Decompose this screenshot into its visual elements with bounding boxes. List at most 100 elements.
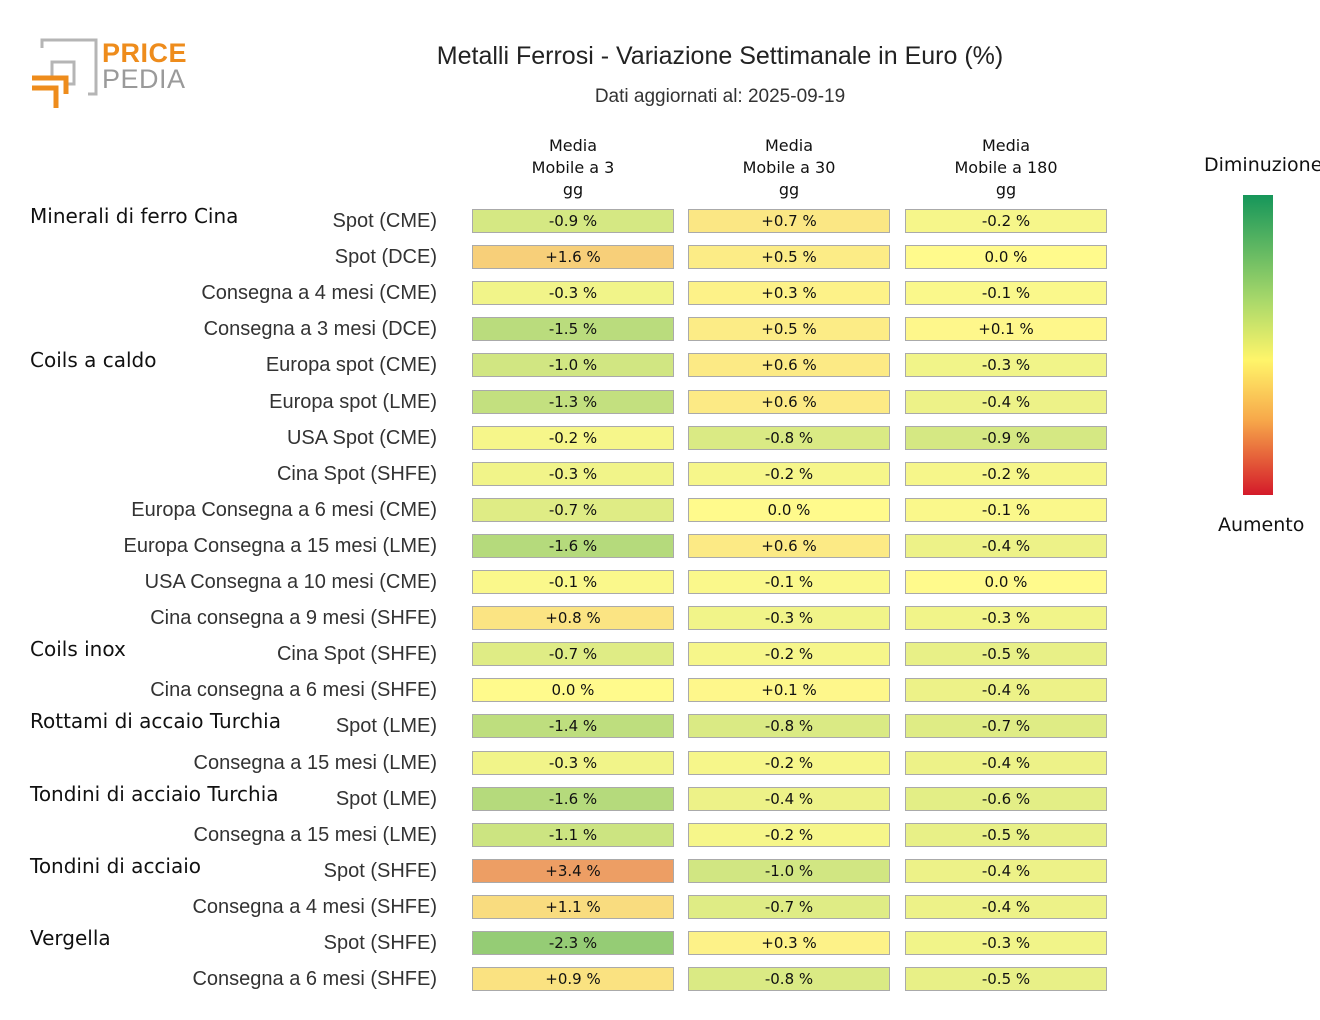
heatmap-cell: 0.0 % xyxy=(472,678,674,703)
heatmap-cell: -0.2 % xyxy=(688,461,890,486)
heatmap-cell: -0.1 % xyxy=(688,570,890,594)
row-label: Spot (SHFE) xyxy=(323,932,437,954)
group-label: Coils a caldo xyxy=(30,348,157,373)
row-label: Consegna a 15 mesi (LME) xyxy=(193,751,437,774)
row-label: Cina Spot (SHFE) xyxy=(276,643,437,666)
group-label: Coils inox xyxy=(30,637,126,662)
heatmap-cell: +0.6 % xyxy=(688,353,890,378)
row-label: Consegna a 4 mesi (CME) xyxy=(201,282,437,305)
group-label: Vergella xyxy=(30,926,111,950)
heatmap-cell: -0.3 % xyxy=(472,281,674,306)
heatmap-cell: -0.7 % xyxy=(472,642,674,667)
legend-colorbar xyxy=(1243,195,1273,495)
heatmap-cell: -0.1 % xyxy=(905,281,1107,306)
row-label: Cina consegna a 6 mesi (SHFE) xyxy=(150,679,437,702)
heatmap-cell: -0.4 % xyxy=(905,389,1107,414)
heatmap-cell: -0.5 % xyxy=(905,822,1107,847)
pricepedia-logo: PRICE PEDIA xyxy=(30,38,190,110)
heatmap-cell: +0.3 % xyxy=(688,281,890,306)
heatmap-cell: -0.8 % xyxy=(688,967,890,992)
chart-title: Metalli Ferrosi - Variazione Settimanale… xyxy=(436,42,1004,70)
heatmap-cell: -0.5 % xyxy=(905,967,1107,992)
heatmap-cell: 0.0 % xyxy=(688,497,890,522)
heatmap-cell: +0.1 % xyxy=(688,678,890,703)
heatmap-cell: -0.2 % xyxy=(688,750,890,775)
heatmap-cell: -0.2 % xyxy=(472,425,674,450)
heatmap-cell: -0.4 % xyxy=(905,750,1107,775)
legend-label-increase: Aumento xyxy=(1218,514,1305,536)
heatmap-cell: -1.1 % xyxy=(472,822,674,847)
row-label: Consegna a 4 mesi (SHFE) xyxy=(192,895,437,918)
heatmap-cell: -2.3 % xyxy=(472,931,674,955)
heatmap-cell: +0.8 % xyxy=(472,606,674,631)
column-header-3gg: Media Mobile a 3 gg xyxy=(531,136,615,199)
heatmap-cell: +0.5 % xyxy=(688,317,890,342)
legend-label-decrease: Diminuzione xyxy=(1204,154,1320,176)
heatmap-cell: -1.0 % xyxy=(688,858,890,883)
heatmap-cell: -1.3 % xyxy=(472,389,674,414)
heatmap-cell: +0.6 % xyxy=(688,389,890,414)
logo-price-text: PRICE xyxy=(102,38,188,68)
heatmap-cell: -0.4 % xyxy=(905,678,1107,703)
heatmap-cell: +1.1 % xyxy=(472,894,674,919)
heatmap-cell: -0.4 % xyxy=(905,858,1107,883)
heatmap-cell: 0.0 % xyxy=(905,570,1107,594)
heatmap-cell: +0.6 % xyxy=(688,533,890,558)
group-label: Tondini di acciaio xyxy=(30,853,202,878)
heatmap-cell: -0.7 % xyxy=(472,497,674,522)
heatmap-cell: +0.9 % xyxy=(472,967,674,992)
row-label: Spot (LME) xyxy=(335,715,437,738)
heatmap-cell: -0.8 % xyxy=(688,714,890,739)
row-label: USA Consegna a 10 mesi (CME) xyxy=(144,571,437,593)
heatmap-cell: -0.3 % xyxy=(905,606,1107,631)
row-label: Cina consegna a 9 mesi (SHFE) xyxy=(150,607,437,630)
heatmap-cell: -0.6 % xyxy=(905,786,1107,811)
chart-subtitle: Dati aggiornati al: 2025-09-19 xyxy=(594,86,846,107)
heatmap-cell: -0.2 % xyxy=(688,642,890,667)
row-label: Europa Consegna a 15 mesi (LME) xyxy=(123,534,438,557)
group-label: Minerali di ferro Cina xyxy=(30,204,239,228)
group-label: Rottami di accaio Turchia xyxy=(30,709,281,734)
heatmap-cell: +0.3 % xyxy=(688,931,890,955)
heatmap-cell: -0.7 % xyxy=(905,714,1107,739)
pricepedia-logo-icon xyxy=(32,38,98,108)
row-label: Spot (DCE) xyxy=(334,246,437,269)
heatmap-cell: -0.4 % xyxy=(905,894,1107,919)
heatmap-cell: -0.8 % xyxy=(688,425,890,450)
heatmap-cell: -0.5 % xyxy=(905,642,1107,667)
column-header-30gg: Media Mobile a 30 gg xyxy=(742,136,836,199)
heatmap-cell: -0.3 % xyxy=(688,606,890,631)
heatmap-cell: -0.4 % xyxy=(905,533,1107,558)
heatmap-cell: -1.4 % xyxy=(472,714,674,739)
heatmap-cell: -1.0 % xyxy=(472,353,674,378)
row-label: Consegna a 6 mesi (SHFE) xyxy=(192,968,437,991)
row-label: Spot (CME) xyxy=(332,210,437,232)
heatmap-cell: +3.4 % xyxy=(472,858,674,883)
heatmap-cell: -0.3 % xyxy=(472,750,674,775)
heatmap-cell: +0.1 % xyxy=(905,317,1107,342)
heatmap-cell: -0.2 % xyxy=(905,209,1107,233)
heatmap-cell: -0.1 % xyxy=(905,497,1107,522)
heatmap-cell: -0.1 % xyxy=(472,570,674,594)
row-label: Consegna a 3 mesi (DCE) xyxy=(203,318,437,341)
heatmap-cell: -0.4 % xyxy=(688,786,890,811)
heatmap-cell: -0.2 % xyxy=(905,461,1107,486)
heatmap-cell: +1.6 % xyxy=(472,245,674,270)
row-label: Spot (LME) xyxy=(335,787,437,810)
heatmap-cell: -0.2 % xyxy=(688,822,890,847)
heatmap-cell: -0.3 % xyxy=(905,931,1107,955)
row-label: Spot (SHFE) xyxy=(323,859,437,882)
heatmap-cell: -0.9 % xyxy=(472,209,674,233)
heatmap-cell: -1.6 % xyxy=(472,786,674,811)
row-label: USA Spot (CME) xyxy=(286,426,437,449)
row-label: Cina Spot (SHFE) xyxy=(276,462,437,485)
heatmap-cell: -0.9 % xyxy=(905,425,1107,450)
logo-pedia-text: PEDIA xyxy=(102,64,186,94)
heatmap-cell: 0.0 % xyxy=(905,245,1107,270)
group-label: Tondini di acciaio Turchia xyxy=(30,781,279,806)
column-header-180gg: Media Mobile a 180 gg xyxy=(954,136,1058,199)
row-label: Europa Consegna a 6 mesi (CME) xyxy=(131,498,437,521)
row-label: Europa spot (CME) xyxy=(265,354,437,377)
heatmap-cell: +0.7 % xyxy=(688,209,890,233)
row-label: Europa spot (LME) xyxy=(269,390,437,413)
